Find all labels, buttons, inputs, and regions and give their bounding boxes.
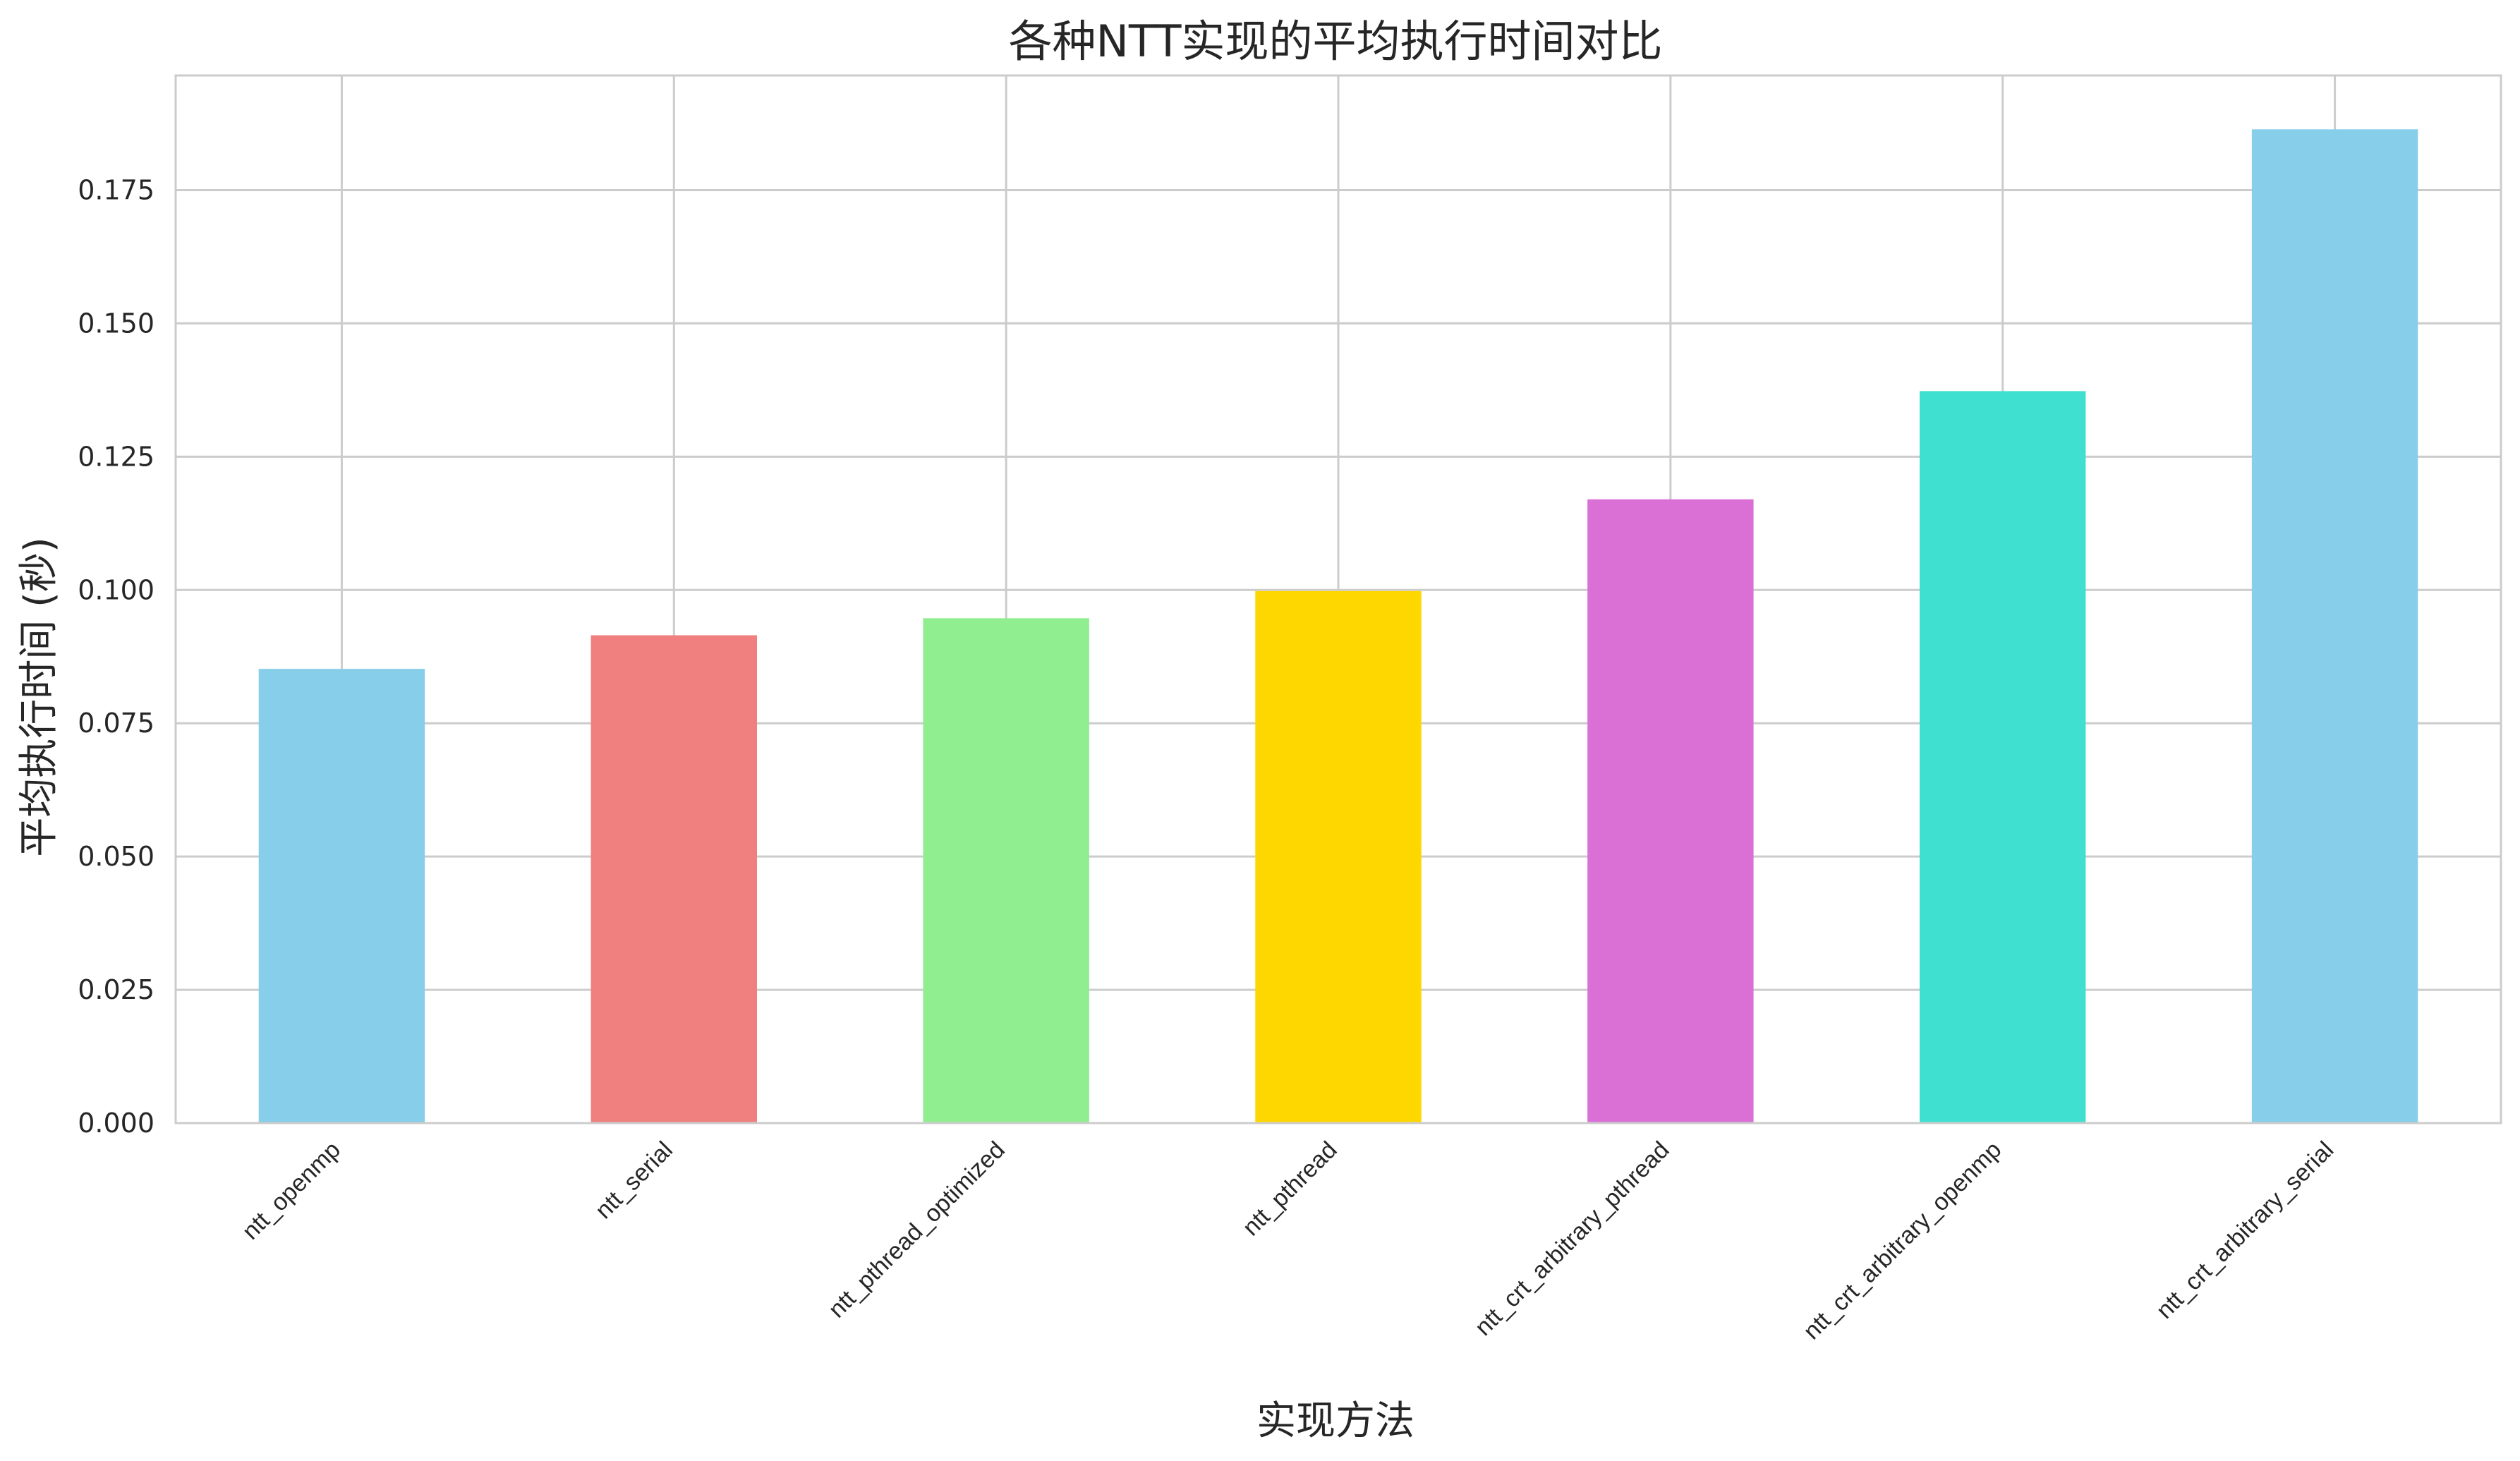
y-tick-label: 0.000 xyxy=(78,1108,155,1139)
bar-ntt-serial xyxy=(590,635,757,1123)
x-tick-label: ntt_crt_arbitrary_serial xyxy=(2151,1136,2339,1324)
y-axis-label: 平均执行时间 (秒) xyxy=(16,537,62,857)
y-tick-label: 0.150 xyxy=(78,308,155,339)
x-tick-label: ntt_crt_arbitrary_openmp xyxy=(1798,1136,2006,1345)
bars-layer xyxy=(258,129,2418,1123)
x-tick-label: ntt_pthread xyxy=(1237,1136,1343,1242)
y-tick-label: 0.100 xyxy=(78,574,155,605)
y-tick-label: 0.175 xyxy=(78,174,155,205)
bar-ntt-pthread-optimized xyxy=(923,618,1089,1123)
chart-title: 各种NTT实现的平均执行时间对比 xyxy=(1008,16,1662,67)
plot-frame xyxy=(174,74,2502,1124)
bar-ntt-pthread xyxy=(1255,590,1422,1123)
x-tick-label: ntt_openmp xyxy=(237,1136,346,1245)
bar-ntt-crt-arbitrary-pthread xyxy=(1587,499,1754,1123)
y-ticks: 0.000 0.025 0.050 0.075 0.100 0.125 0.150 0.175 xyxy=(78,174,155,1139)
x-tick-label: ntt_serial xyxy=(590,1136,678,1224)
bar-ntt-crt-arbitrary-serial xyxy=(2251,129,2418,1123)
x-tick-label: ntt_pthread_optimized xyxy=(823,1136,1010,1323)
x-axis-label: 实现方法 xyxy=(1256,1398,1415,1444)
y-tick-label: 0.050 xyxy=(78,841,155,872)
y-tick-label: 0.025 xyxy=(78,974,155,1005)
y-tick-label: 0.125 xyxy=(78,441,155,472)
x-ticks: ntt_openmp ntt_serial ntt_pthread_optimize… xyxy=(237,1136,2339,1345)
x-tick-label: ntt_crt_arbitrary_pthread xyxy=(1470,1136,1674,1341)
bar-ntt-openmp xyxy=(258,669,425,1123)
bar-ntt-crt-arbitrary-openmp xyxy=(1920,391,2086,1123)
y-tick-label: 0.075 xyxy=(78,708,155,739)
